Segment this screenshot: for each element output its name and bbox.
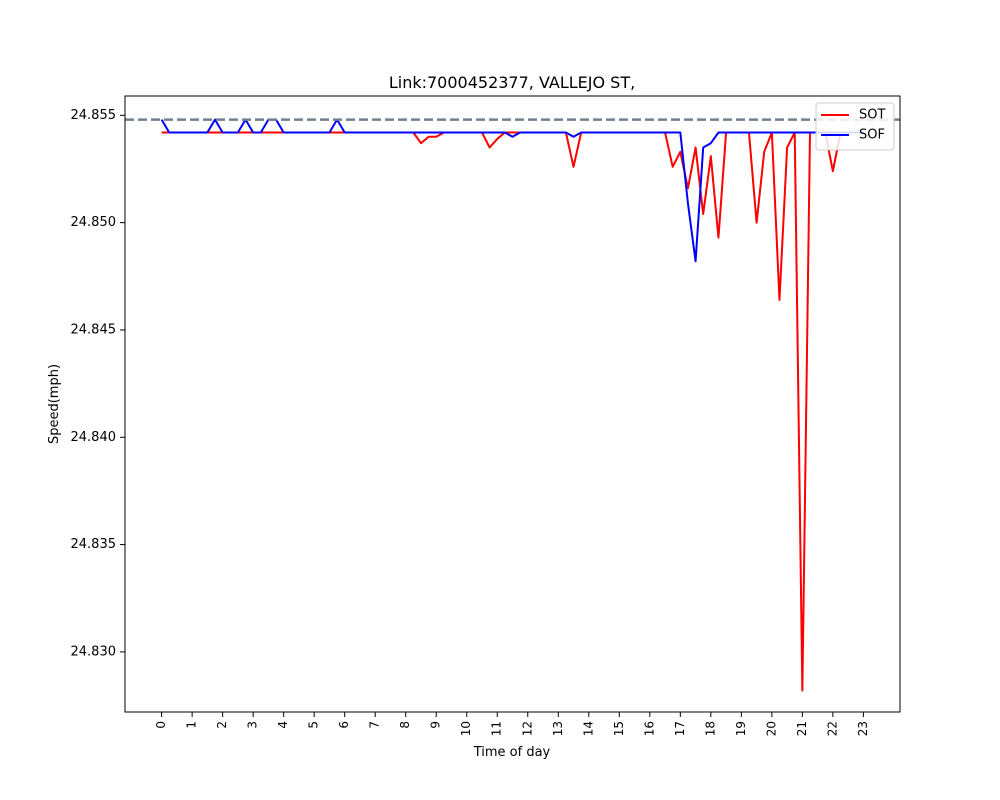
x-axis-label: Time of day [473,745,551,760]
x-tick-label: 4 [276,721,290,729]
x-tick-label: 17 [673,721,687,736]
x-tick-label: 19 [734,721,748,736]
legend-label-sof: SOF [859,128,885,143]
y-tick-label: 24.855 [71,108,117,123]
legend: SOT SOF [815,102,895,151]
y-tick-label: 24.850 [71,215,117,230]
x-tick-label: 13 [551,721,565,736]
x-tick-label: 0 [154,721,168,729]
x-tick-label: 14 [581,721,595,736]
x-tick-label: 10 [459,721,473,736]
legend-label-sot: SOT [859,108,885,123]
y-axis-label: Speed(mph) [47,364,62,444]
y-axis: 24.830 24.835 24.840 24.845 24.850 24.855 [71,108,125,659]
x-tick-label: 20 [764,721,778,736]
chart-title: Link:7000452377, VALLEJO ST, [389,73,635,92]
x-tick-label: 6 [337,721,351,729]
x-axis: 0 1 2 3 4 5 6 7 8 9 10 11 12 13 14 15 16 17 18 19 20 21 22 23 [154,712,870,736]
x-tick-label: 11 [490,721,504,736]
x-tick-label: 2 [215,721,229,729]
x-tick-label: 18 [703,721,717,736]
x-tick-label: 8 [398,721,412,729]
plot-frame [124,95,901,713]
x-tick-label: 23 [856,721,870,736]
plot-area [125,118,900,692]
x-tick-label: 22 [825,721,839,736]
y-tick-label: 24.830 [71,644,117,659]
x-tick-label: 3 [246,721,260,729]
x-tick-label: 21 [795,721,809,736]
y-tick-label: 24.835 [71,537,117,552]
y-tick-label: 24.845 [71,322,117,337]
series-line-sof [160,118,864,263]
y-tick-label: 24.840 [71,430,117,445]
x-tick-label: 9 [429,721,443,729]
x-tick-label: 5 [307,721,321,729]
x-tick-label: 16 [642,721,656,736]
x-tick-label: 7 [368,721,382,729]
x-tick-label: 12 [520,721,534,736]
x-tick-label: 1 [185,721,199,729]
x-tick-label: 15 [612,721,626,736]
